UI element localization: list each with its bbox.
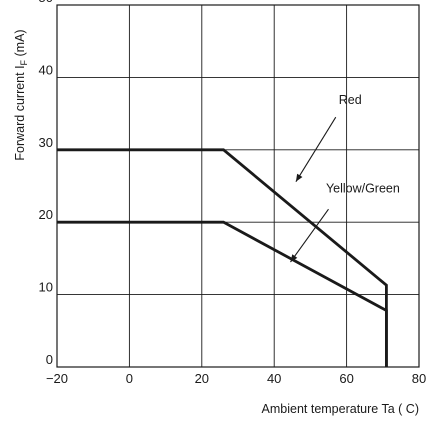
x-axis-title: Ambient temperature Ta ( C) bbox=[262, 402, 419, 416]
y-tick-label: 0 bbox=[46, 352, 53, 367]
y-tick-label: 30 bbox=[39, 135, 53, 150]
annotation-arrowhead-yellow-green bbox=[290, 254, 298, 263]
y-tick-labels: 0 10 20 30 40 50 bbox=[39, 0, 53, 367]
x-tick-label: 20 bbox=[195, 371, 209, 386]
y-tick-label: 50 bbox=[39, 0, 53, 5]
y-axis-title-main: Forward current I bbox=[13, 65, 27, 160]
annotation-label-yellow-green: Yellow/Green bbox=[326, 182, 400, 196]
y-tick-label: 10 bbox=[39, 280, 53, 295]
x-tick-label: 40 bbox=[267, 371, 281, 386]
y-tick-label: 20 bbox=[39, 207, 53, 222]
series-lines bbox=[57, 148, 388, 367]
annotations: Red Yellow/Green bbox=[290, 93, 400, 263]
annotation-arrow-yellow-green bbox=[290, 208, 329, 263]
x-tick-label: −20 bbox=[46, 371, 68, 386]
y-tick-label: 40 bbox=[39, 62, 53, 77]
annotation-arrow-red bbox=[295, 116, 337, 182]
plot-frame bbox=[56, 4, 420, 368]
annotation-arrowhead-red bbox=[295, 173, 303, 182]
y-axis-title: Forward current IF (mA) bbox=[13, 29, 29, 160]
series-line-yellow-green bbox=[57, 220, 388, 367]
x-tick-label: 0 bbox=[126, 371, 133, 386]
grid bbox=[56, 4, 420, 368]
y-axis-title-unit: (mA) bbox=[13, 29, 27, 60]
y-axis-title-subscript: F bbox=[19, 59, 29, 65]
x-tick-label: 60 bbox=[339, 371, 353, 386]
annotation-label-red: Red bbox=[339, 93, 362, 107]
x-tick-label: 80 bbox=[412, 371, 426, 386]
x-tick-labels: −20 0 20 40 60 80 bbox=[46, 371, 426, 386]
